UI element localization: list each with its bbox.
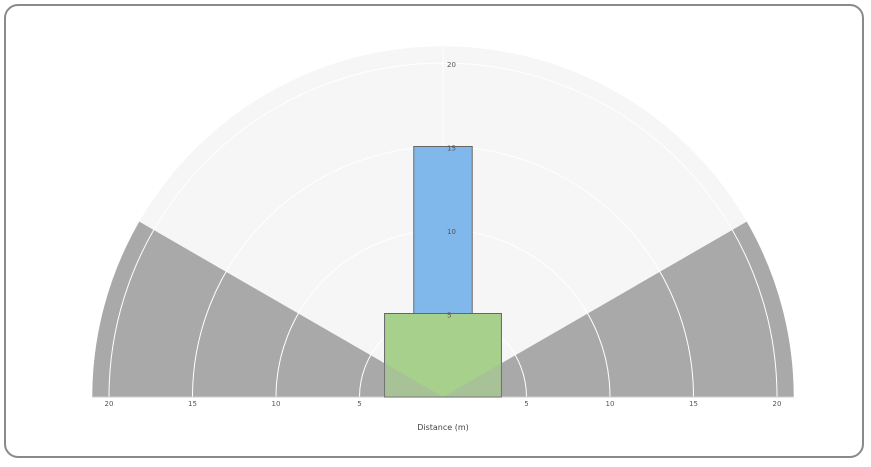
zone-rect-1 <box>384 313 502 398</box>
data-layer <box>384 146 502 398</box>
x-tick-label: 20 <box>105 400 114 408</box>
x-tick-label: 5 <box>524 400 528 408</box>
x-tick-label: 10 <box>272 400 281 408</box>
x-axis-title: Distance (m) <box>417 423 469 432</box>
radial-tick-label: 10 <box>447 228 456 236</box>
x-tick-label: 5 <box>357 400 361 408</box>
x-tick-label: 10 <box>606 400 615 408</box>
radial-tick-label: 5 <box>447 312 451 320</box>
x-tick-label: 15 <box>188 400 197 408</box>
x-tick-label: 15 <box>689 400 698 408</box>
x-tick-label: 20 <box>773 400 782 408</box>
radial-tick-label: 15 <box>447 145 456 153</box>
labels-layer: 20 15 10 5 5 10 15 20 20 15 10 5 <box>105 61 782 408</box>
blocked-region-1 <box>92 221 444 397</box>
radial-tick-label: 20 <box>447 61 456 69</box>
zone-rect-0 <box>413 146 473 314</box>
cone-overlap <box>384 363 502 397</box>
blocked-region-0 <box>443 221 794 397</box>
